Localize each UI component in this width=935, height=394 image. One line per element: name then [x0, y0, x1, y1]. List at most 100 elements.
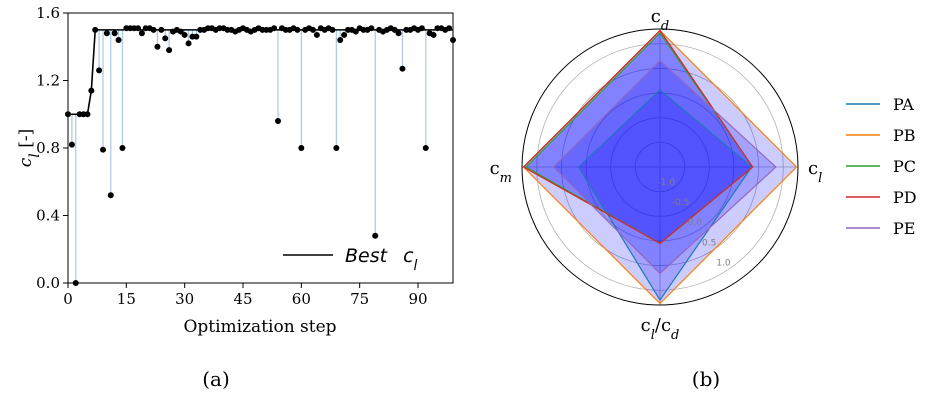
point-94	[430, 31, 437, 38]
point-19	[138, 30, 145, 37]
point-64	[313, 31, 320, 38]
best-line	[68, 29, 453, 116]
x-tick-label-5: 75	[350, 290, 369, 308]
radar-legend: PA PB PC PD PE	[846, 95, 917, 238]
y-axis-label-main: c	[16, 157, 36, 167]
radar-line-PD	[522, 29, 754, 245]
legend-label-PA: PA	[893, 95, 914, 114]
radar-line-PE	[552, 59, 777, 275]
point-91	[418, 25, 425, 32]
radar-axis-label-2: cl/cd	[641, 315, 680, 343]
y-tick-label-2: 0.8	[36, 139, 60, 157]
point-10	[103, 30, 110, 37]
stems-layer	[71, 29, 454, 283]
radar-axis-label-0: cd	[651, 6, 669, 34]
point-26	[166, 47, 173, 54]
point-69	[333, 145, 340, 151]
radar-fills	[523, 30, 797, 304]
radar-grid	[521, 28, 799, 306]
point-1	[68, 141, 75, 148]
caption-b: (b)	[692, 367, 720, 391]
point-33	[193, 33, 200, 40]
point-71	[341, 31, 348, 38]
point-24	[158, 26, 165, 33]
radar-r-tick-labels: -1.0 -0.5 0.0 0.51.0	[658, 178, 731, 268]
y-tick-label-1: 0.4	[36, 207, 60, 225]
point-11	[107, 192, 114, 199]
best-line-layer	[68, 29, 453, 116]
point-86	[399, 65, 406, 72]
radar-r-tick-0: -1.0	[658, 178, 676, 188]
y-tick-label-3: 1.2	[36, 72, 60, 90]
y-axis-label: cl [-]	[16, 129, 43, 167]
point-9	[100, 146, 106, 153]
panel-b-radar-chart: -1.0 -0.5 0.0 0.51.0 cd cl cl/cd cm PA PB PC PD PE…	[490, 6, 917, 391]
x-axis-ticks: 0 15 30 45 60 75 90	[63, 283, 428, 308]
plot-frame	[67, 12, 454, 284]
radar-fill-PA	[578, 90, 752, 301]
legend-best-label-c: c	[403, 245, 414, 267]
radar-fill-PE	[553, 60, 776, 274]
radar-r-tick-4: 1.0	[716, 258, 731, 268]
point-74	[352, 28, 359, 35]
x-tick-label-0: 0	[63, 290, 73, 308]
point-14	[119, 145, 126, 151]
points-layer	[65, 25, 456, 286]
point-22	[150, 26, 157, 33]
legend-best-label-l: l	[414, 258, 418, 274]
point-60	[298, 145, 305, 151]
point-18	[135, 25, 141, 32]
x-tick-label-1: 15	[117, 290, 136, 308]
point-8	[96, 67, 103, 74]
y-tick-label-4: 1.6	[36, 4, 60, 22]
radar-axis-labels: cd cl cl/cd cm	[490, 6, 823, 343]
point-84	[391, 26, 398, 33]
y-axis-ticks: 0.0 0.4 0.8 1.2 1.6	[36, 4, 68, 292]
x-tick-label-4: 60	[292, 290, 311, 308]
radar-axis-label-3: cm	[490, 158, 512, 186]
legend: Best cl	[283, 245, 418, 274]
radar-r-tick-2: 0.0	[688, 218, 703, 228]
point-98	[446, 25, 453, 32]
x-tick-label-3: 45	[233, 290, 252, 308]
point-54	[275, 118, 281, 124]
legend-label-PC: PC	[893, 157, 916, 176]
x-tick-label-6: 90	[408, 290, 427, 308]
point-13	[115, 37, 122, 43]
radar-axis-label-1: cl	[808, 158, 822, 186]
point-79	[372, 232, 379, 239]
point-53	[271, 25, 278, 32]
radar-r-tick-3: 0.5	[702, 238, 716, 248]
y-axis-label-suffix: [-]	[16, 129, 36, 153]
radar-fill-PB	[523, 30, 797, 304]
legend-label-PE: PE	[893, 219, 915, 238]
point-5	[84, 111, 91, 118]
radar-r-tick-1: -0.5	[672, 198, 690, 208]
panel-a-scatter-chart: 0 15 30 45 60 75 90 0.0 0.4 0.8 1.2 1.6 Optimizati…	[16, 4, 456, 391]
point-12	[111, 30, 118, 37]
point-85	[395, 30, 402, 37]
point-6	[88, 87, 95, 94]
radar-lines	[522, 29, 798, 305]
point-92	[422, 145, 429, 151]
radar-line-PA	[577, 89, 753, 302]
point-70	[337, 37, 344, 43]
y-tick-label-0: 0.0	[36, 274, 60, 292]
point-59	[294, 26, 301, 33]
point-68	[329, 26, 336, 33]
point-31	[185, 40, 192, 47]
y-axis-label-sub: l	[27, 153, 43, 157]
point-29	[177, 28, 184, 35]
point-25	[162, 35, 169, 42]
point-63	[310, 26, 316, 33]
point-23	[154, 43, 161, 50]
x-axis-label: Optimization step	[183, 317, 336, 337]
legend-best-label: Best cl	[345, 245, 418, 274]
legend-label-PB: PB	[893, 126, 916, 145]
point-78	[368, 25, 375, 32]
caption-a: (a)	[202, 367, 230, 391]
point-30	[181, 31, 188, 38]
radar-outer-circle	[521, 28, 799, 306]
point-7	[92, 26, 99, 33]
